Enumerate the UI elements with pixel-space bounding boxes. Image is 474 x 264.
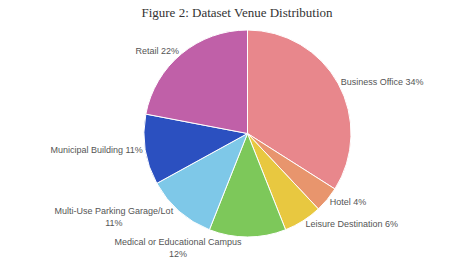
svg-text:Hotel 4%: Hotel 4%: [330, 197, 367, 207]
svg-text:Multi-Use Parking Garage/Lot11: Multi-Use Parking Garage/Lot11%: [55, 206, 174, 228]
svg-text:Municipal Building 11%: Municipal Building 11%: [50, 145, 142, 155]
svg-text:Medical or Educational Campus1: Medical or Educational Campus12%: [115, 237, 243, 259]
svg-text:Figure 2: Dataset Venue Distri: Figure 2: Dataset Venue Distribution: [141, 5, 333, 20]
svg-text:Leisure Destination 6%: Leisure Destination 6%: [305, 219, 398, 229]
svg-text:Business Office 34%: Business Office 34%: [341, 77, 424, 87]
svg-text:Retail 22%: Retail 22%: [135, 46, 179, 56]
